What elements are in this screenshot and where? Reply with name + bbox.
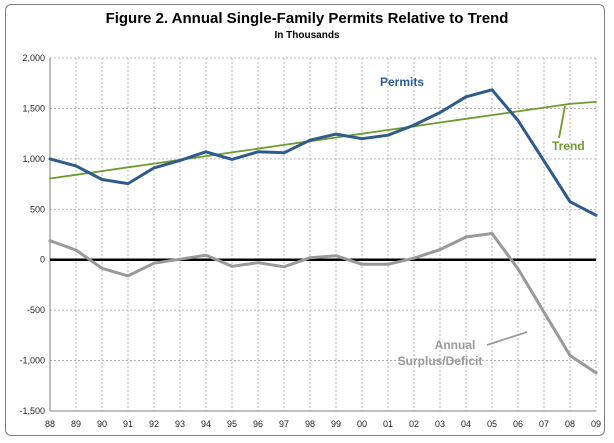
x-tick-label: 94	[201, 419, 211, 429]
surplus-annotation-line2: Surplus/Deficit	[398, 354, 483, 368]
y-tick-label: 500	[30, 204, 45, 214]
y-tick-label: -1,000	[19, 356, 45, 366]
permits-annotation: Permits	[380, 75, 424, 89]
x-tick-label: 92	[149, 419, 159, 429]
x-tick-label: 06	[513, 419, 523, 429]
chart-title: Figure 2. Annual Single-Family Permits R…	[105, 10, 509, 27]
x-tick-label: 09	[591, 419, 601, 429]
x-tick-label: 91	[123, 419, 133, 429]
x-tick-label: 88	[45, 419, 55, 429]
gridlines	[50, 57, 597, 412]
x-tick-label: 97	[279, 419, 289, 429]
y-tick-label: 0	[40, 255, 45, 265]
x-tick-label: 93	[175, 419, 185, 429]
trend-annotation: Trend	[552, 139, 585, 153]
y-tick-label: 1,000	[22, 154, 45, 164]
y-tick-label: 2,000	[22, 53, 45, 63]
x-tick-label: 07	[539, 419, 549, 429]
axes	[49, 58, 596, 412]
series-lines	[48, 88, 598, 375]
permits-line	[48, 88, 598, 217]
trend-line	[49, 101, 597, 180]
surplus-annotation-line1: Annual	[435, 338, 476, 352]
surplus-deficit-line	[48, 232, 598, 375]
x-tick-label: 98	[305, 419, 315, 429]
x-tick-label: 04	[461, 419, 471, 429]
annotations: Permits Trend Annual Surplus/Deficit	[380, 75, 585, 368]
x-tick-label: 00	[357, 419, 367, 429]
x-tick-label: 99	[331, 419, 341, 429]
chart-subtitle: In Thousands	[274, 30, 340, 41]
chart-frame	[5, 4, 605, 436]
x-tick-label: 08	[565, 419, 575, 429]
y-tick-label: 1,500	[22, 103, 45, 113]
x-tick-label: 90	[97, 419, 107, 429]
surplus-leader-line	[486, 331, 528, 346]
x-tick-label: 89	[71, 419, 81, 429]
x-tick-label: 95	[227, 419, 237, 429]
y-tick-label: -1,500	[19, 406, 45, 416]
x-tick-label: 05	[487, 419, 497, 429]
trend-leader-line	[558, 105, 566, 139]
x-tick-label: 01	[383, 419, 393, 429]
y-tick-label: -500	[27, 305, 45, 315]
x-tick-label: 96	[253, 419, 263, 429]
x-tick-label: 03	[435, 419, 445, 429]
x-tick-label: 02	[409, 419, 419, 429]
